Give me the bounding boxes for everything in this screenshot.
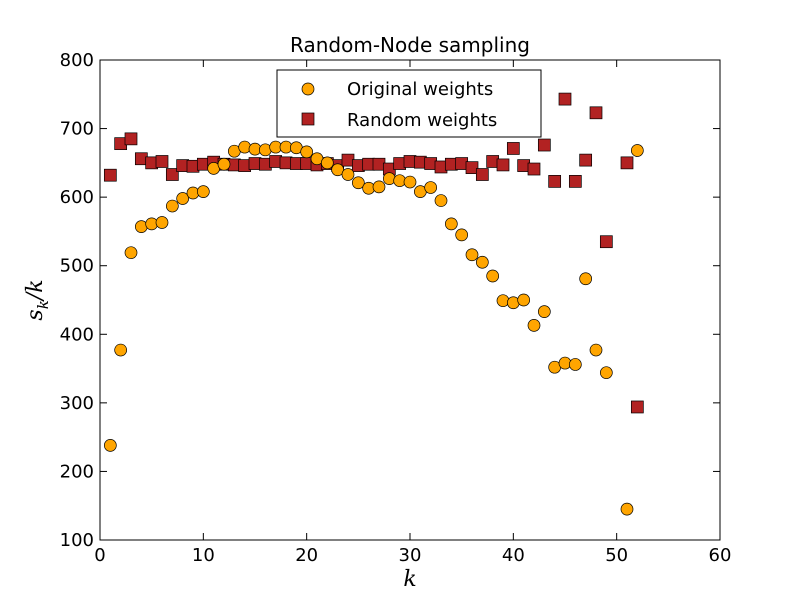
data-point-random (496, 158, 510, 172)
y-axis-label-main: s (23, 309, 48, 320)
y-axis-label: sk/k (23, 279, 52, 320)
x-tick-label: 30 (399, 545, 422, 566)
x-tick-label: 10 (192, 545, 215, 566)
data-point-original (124, 246, 138, 260)
data-point-original (589, 343, 603, 357)
data-point-original (496, 294, 510, 308)
data-point-original (341, 168, 355, 181)
legend-marker-random (301, 112, 315, 126)
data-point-original (403, 175, 417, 189)
data-point-original (165, 199, 179, 213)
data-point-random (155, 155, 169, 168)
data-point-original (537, 305, 551, 319)
data-point-random (475, 168, 489, 181)
x-tick-label: 40 (502, 545, 525, 566)
data-point-random (558, 92, 572, 106)
data-point-original (196, 185, 210, 199)
data-point-random (527, 162, 541, 176)
data-point-original (517, 293, 531, 307)
data-point-random (589, 106, 603, 120)
x-tick-label: 50 (605, 545, 628, 566)
x-tick-label: 60 (709, 545, 732, 566)
data-point-original (434, 194, 448, 207)
data-point-original (630, 144, 644, 157)
x-axis-label: k (403, 567, 416, 592)
data-point-original (568, 358, 582, 371)
data-point-random (630, 400, 644, 414)
y-tick-label: 300 (60, 393, 94, 414)
data-point-random (620, 156, 634, 170)
y-axis-label-tail: /k (23, 279, 48, 302)
data-point-original (103, 439, 117, 452)
data-point-random (579, 153, 593, 167)
data-point-original (475, 255, 489, 269)
axis-tick-labels: 0 10 20 30 40 50 60 100 200 300 400 500 600 700 800 (60, 50, 732, 566)
y-axis-label-sub: k (34, 300, 52, 309)
data-point-original (424, 181, 438, 194)
data-point-original (486, 269, 500, 283)
data-point-original (300, 145, 314, 159)
y-tick-label: 500 (60, 256, 94, 277)
data-point-random (124, 132, 138, 146)
data-point-original (599, 366, 613, 380)
data-point-original (238, 140, 252, 154)
x-tick-label: 20 (295, 545, 318, 566)
legend: Original weights Random weights (276, 69, 542, 138)
y-tick-label: 600 (60, 187, 94, 208)
y-tick-label: 800 (60, 50, 94, 71)
data-point-random (465, 161, 479, 175)
data-point-original (114, 343, 128, 357)
data-point-original (620, 502, 634, 516)
data-point-original (155, 216, 169, 229)
data-point-original (527, 319, 541, 332)
data-point-original (372, 180, 386, 194)
y-tick-label: 400 (60, 324, 94, 345)
plot-frame (99, 59, 721, 541)
data-point-random (537, 138, 551, 152)
legend-marker-original (301, 82, 315, 96)
x-tick-label: 0 (94, 545, 105, 566)
data-point-original (217, 157, 231, 171)
legend-label-random: Random weights (347, 110, 497, 131)
data-point-original (579, 272, 593, 286)
data-point-random (548, 175, 562, 188)
data-point-original (176, 192, 190, 205)
data-point-random (599, 235, 613, 249)
data-point-random (568, 175, 582, 188)
data-point-original (444, 217, 458, 231)
y-tick-label: 100 (60, 530, 94, 551)
data-point-original (465, 248, 479, 262)
y-tick-label: 700 (60, 119, 94, 140)
legend-box (276, 69, 542, 138)
data-point-original (382, 172, 396, 185)
data-point-original (320, 156, 334, 170)
data-points (103, 92, 644, 516)
data-point-random (103, 168, 117, 182)
y-tick-label: 200 (60, 461, 94, 482)
data-point-original (455, 228, 469, 242)
data-point-original (351, 176, 365, 190)
data-point-original (331, 163, 345, 177)
data-point-random (165, 168, 179, 181)
data-point-random (506, 142, 520, 155)
legend-label-original: Original weights (347, 79, 493, 100)
chart-title: Random-Node sampling (290, 33, 530, 57)
